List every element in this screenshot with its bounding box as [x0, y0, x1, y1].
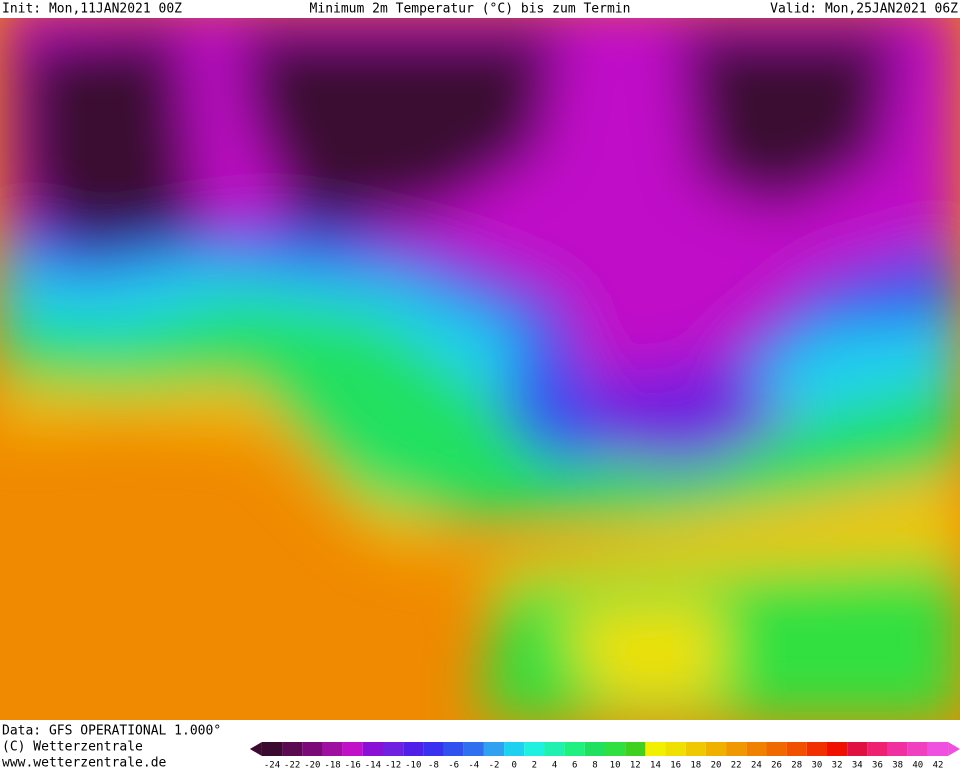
scale-label: 6 [572, 761, 577, 771]
scale-label: 32 [832, 761, 843, 771]
scale-label: 26 [771, 761, 782, 771]
scale-box [282, 742, 303, 756]
scale-label: 34 [852, 761, 863, 771]
scale-label: -8 [428, 761, 439, 771]
scale-label: 18 [690, 761, 701, 771]
scale-label: 36 [872, 761, 883, 771]
scale-label: -20 [304, 761, 320, 771]
scale-box [867, 742, 888, 756]
scale-label: -24 [264, 761, 280, 771]
scale-box [342, 742, 363, 756]
scale-box [746, 742, 767, 756]
scale-arrow-left [249, 742, 262, 756]
scale-label: -22 [284, 761, 300, 771]
extreme-cold-zone [20, 30, 900, 250]
scale-box [383, 742, 404, 756]
scale-label: 12 [630, 761, 641, 771]
scale-box [827, 742, 848, 756]
scale-box [403, 742, 424, 756]
color-scale: -24 -22 -20 -18 -16 -14 -12 -10 -8 -6 -4 -2 0 2 4 6 8 10 1… [249, 742, 961, 771]
source-line: Data: GFS OPERATIONAL 1.000° [2, 724, 221, 739]
scale-box [887, 742, 908, 756]
scale-box [483, 742, 505, 756]
scale-box [443, 742, 464, 756]
scale-label: 0 [511, 761, 516, 771]
scale-label: 4 [552, 761, 557, 771]
temperature-field [0, 18, 960, 720]
scale-box [907, 742, 928, 756]
scale-label: 16 [670, 761, 681, 771]
scale-box [605, 742, 626, 756]
scale-label: -14 [365, 761, 381, 771]
map [0, 18, 960, 720]
scale-label: -10 [405, 761, 421, 771]
scale-box [625, 742, 646, 756]
scale-box [564, 742, 585, 756]
scale-label: 28 [791, 761, 802, 771]
scale-box [927, 742, 949, 756]
scale-label: 38 [892, 761, 903, 771]
scale-label: -18 [324, 761, 340, 771]
scale-label: 14 [650, 761, 661, 771]
scale-box [463, 742, 484, 756]
scale-box [302, 742, 323, 756]
scale-box [504, 742, 525, 756]
scale-label: 22 [731, 761, 742, 771]
scale-box [766, 742, 787, 756]
url-line: www.wetterzentrale.de [2, 756, 167, 771]
copyright-line: (C) Wetterzentrale [2, 740, 143, 755]
scale-box [362, 742, 383, 756]
scale-arrow-right [948, 742, 961, 756]
init-label: Init: Mon,11JAN2021 00Z [2, 2, 182, 17]
scale-label: 2 [532, 761, 537, 771]
scale-box [261, 742, 283, 756]
scale-box [806, 742, 827, 756]
central-europe-cold [580, 360, 800, 470]
scale-label: -16 [345, 761, 361, 771]
scale-label: -4 [468, 761, 479, 771]
scale-label: 24 [751, 761, 762, 771]
scale-label: 30 [811, 761, 822, 771]
scale-box [726, 742, 747, 756]
scale-box [847, 742, 868, 756]
scale-label: 42 [933, 761, 944, 771]
scale-label: 40 [912, 761, 923, 771]
scale-label: -12 [385, 761, 401, 771]
scale-box [645, 742, 666, 756]
scale-box [705, 742, 727, 756]
scale-label: 20 [711, 761, 722, 771]
scale-box [786, 742, 807, 756]
scale-box [423, 742, 444, 756]
scale-box [685, 742, 706, 756]
scale-label: -2 [489, 761, 500, 771]
scale-box [665, 742, 686, 756]
scale-box [544, 742, 565, 756]
sahara-warm [560, 600, 720, 700]
scale-label: -6 [448, 761, 459, 771]
scale-label: 8 [592, 761, 597, 771]
scale-box [584, 742, 605, 756]
valid-label: Valid: Mon,25JAN2021 06Z [770, 2, 958, 17]
scale-label: 10 [610, 761, 621, 771]
scale-box [524, 742, 545, 756]
map-title: Minimum 2m Temperatur (°C) bis zum Termi… [310, 2, 631, 17]
scale-box [322, 742, 343, 756]
